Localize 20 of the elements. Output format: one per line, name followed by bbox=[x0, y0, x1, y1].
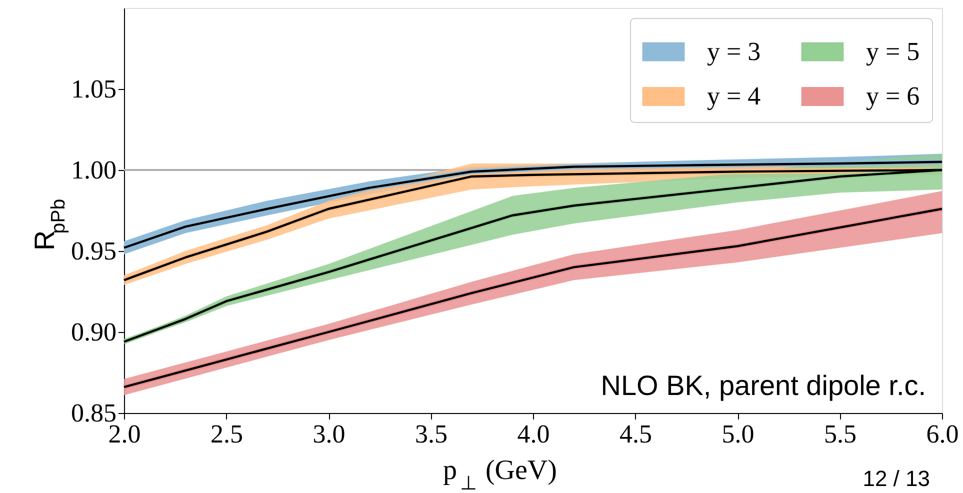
y-tick-label: 0.95 bbox=[71, 236, 116, 266]
x-tick-label: 5.0 bbox=[722, 420, 754, 448]
y-tick-label: 1.05 bbox=[71, 74, 116, 104]
x-tick-label: 6.0 bbox=[926, 420, 959, 448]
y-axis-title: RpPb bbox=[29, 198, 70, 250]
x-tick-label: 3.0 bbox=[312, 420, 346, 448]
x-tick-label: 3.5 bbox=[415, 420, 448, 448]
legend-label: y = 6 bbox=[866, 82, 920, 110]
legend-label: y = 4 bbox=[707, 82, 761, 110]
x-tick-label: 2.5 bbox=[210, 420, 243, 448]
legend-label: y = 5 bbox=[866, 36, 920, 66]
y-tick-label: 1.00 bbox=[71, 156, 116, 184]
y-tick-label: 0.90 bbox=[71, 318, 116, 346]
x-tick-label: 5.5 bbox=[824, 420, 856, 448]
x-axis-title: p⊥ (GeV) bbox=[443, 455, 557, 493]
legend-label: y = 3 bbox=[707, 36, 761, 66]
annotation: NLO BK, parent dipole r.c. bbox=[600, 370, 926, 401]
x-tick-label: 4.5 bbox=[620, 420, 652, 448]
x-tick-label: 4.0 bbox=[517, 420, 550, 448]
text: 12 / 13 bbox=[862, 466, 930, 491]
